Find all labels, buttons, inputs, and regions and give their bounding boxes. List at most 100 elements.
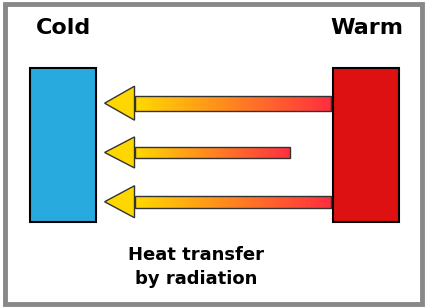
Bar — [271, 196, 273, 208]
Bar — [247, 147, 248, 158]
Bar — [154, 96, 155, 111]
Bar — [160, 196, 162, 208]
Bar — [245, 196, 247, 208]
Bar — [276, 196, 278, 208]
Bar — [138, 196, 139, 208]
Bar — [281, 147, 282, 158]
Bar — [134, 147, 290, 158]
Bar — [173, 196, 175, 208]
Bar — [191, 196, 193, 208]
Bar — [229, 147, 230, 158]
Bar — [283, 147, 285, 158]
Bar — [265, 96, 267, 111]
Bar — [232, 196, 234, 208]
Bar — [182, 147, 184, 158]
Bar — [176, 147, 177, 158]
Bar — [240, 96, 242, 111]
Bar — [282, 147, 283, 158]
Bar — [150, 196, 153, 208]
Bar — [312, 196, 314, 208]
Bar — [252, 96, 253, 111]
Bar — [304, 96, 306, 111]
Bar — [248, 147, 250, 158]
Bar — [169, 196, 170, 208]
Bar — [195, 147, 197, 158]
Bar — [216, 196, 218, 208]
Bar — [134, 196, 330, 208]
Bar — [276, 96, 278, 111]
Bar — [199, 96, 201, 111]
Bar — [183, 96, 185, 111]
Bar — [222, 96, 224, 111]
Bar — [289, 196, 291, 208]
Bar — [175, 196, 177, 208]
Bar — [314, 196, 316, 208]
Bar — [137, 147, 138, 158]
Bar — [260, 147, 262, 158]
Bar — [159, 147, 160, 158]
Bar — [173, 147, 175, 158]
Bar — [155, 147, 156, 158]
Bar — [209, 147, 211, 158]
Bar — [211, 196, 213, 208]
Bar — [314, 96, 316, 111]
Bar — [288, 147, 290, 158]
Bar — [278, 147, 279, 158]
Bar — [260, 196, 262, 208]
Bar — [196, 147, 198, 158]
FancyArrow shape — [104, 186, 134, 218]
Bar — [190, 196, 192, 208]
Bar — [252, 147, 253, 158]
Bar — [311, 196, 312, 208]
Bar — [164, 96, 165, 111]
Bar — [322, 96, 324, 111]
Bar — [180, 196, 182, 208]
Bar — [317, 196, 319, 208]
Bar — [142, 147, 144, 158]
Bar — [273, 147, 274, 158]
Bar — [205, 147, 207, 158]
Bar — [288, 196, 290, 208]
Bar — [234, 196, 236, 208]
Bar — [139, 96, 141, 111]
Bar — [256, 196, 259, 208]
Bar — [267, 196, 268, 208]
Bar — [139, 196, 141, 208]
Bar — [299, 196, 301, 208]
Bar — [170, 96, 172, 111]
Bar — [181, 196, 183, 208]
Bar — [328, 196, 331, 208]
Bar — [224, 147, 225, 158]
Bar — [167, 196, 169, 208]
Bar — [134, 96, 330, 111]
Bar — [306, 96, 308, 111]
Bar — [165, 196, 167, 208]
Bar — [218, 96, 219, 111]
Bar — [325, 196, 327, 208]
Bar — [255, 147, 256, 158]
Bar — [277, 147, 278, 158]
Bar — [213, 96, 214, 111]
Bar — [167, 147, 168, 158]
Bar — [218, 196, 219, 208]
Bar — [291, 196, 293, 208]
Bar — [253, 147, 255, 158]
Bar — [286, 147, 287, 158]
Bar — [306, 196, 308, 208]
Bar — [253, 96, 255, 111]
Bar — [270, 196, 272, 208]
Bar — [287, 147, 288, 158]
Bar — [229, 96, 231, 111]
Bar — [242, 147, 243, 158]
Bar — [263, 196, 265, 208]
Bar — [226, 147, 227, 158]
Bar — [281, 196, 283, 208]
Bar — [327, 196, 329, 208]
Bar — [242, 196, 244, 208]
Bar — [291, 96, 293, 111]
Bar — [146, 147, 147, 158]
Bar — [206, 196, 208, 208]
Bar — [134, 196, 136, 208]
Bar — [332, 68, 398, 222]
Bar — [226, 96, 227, 111]
